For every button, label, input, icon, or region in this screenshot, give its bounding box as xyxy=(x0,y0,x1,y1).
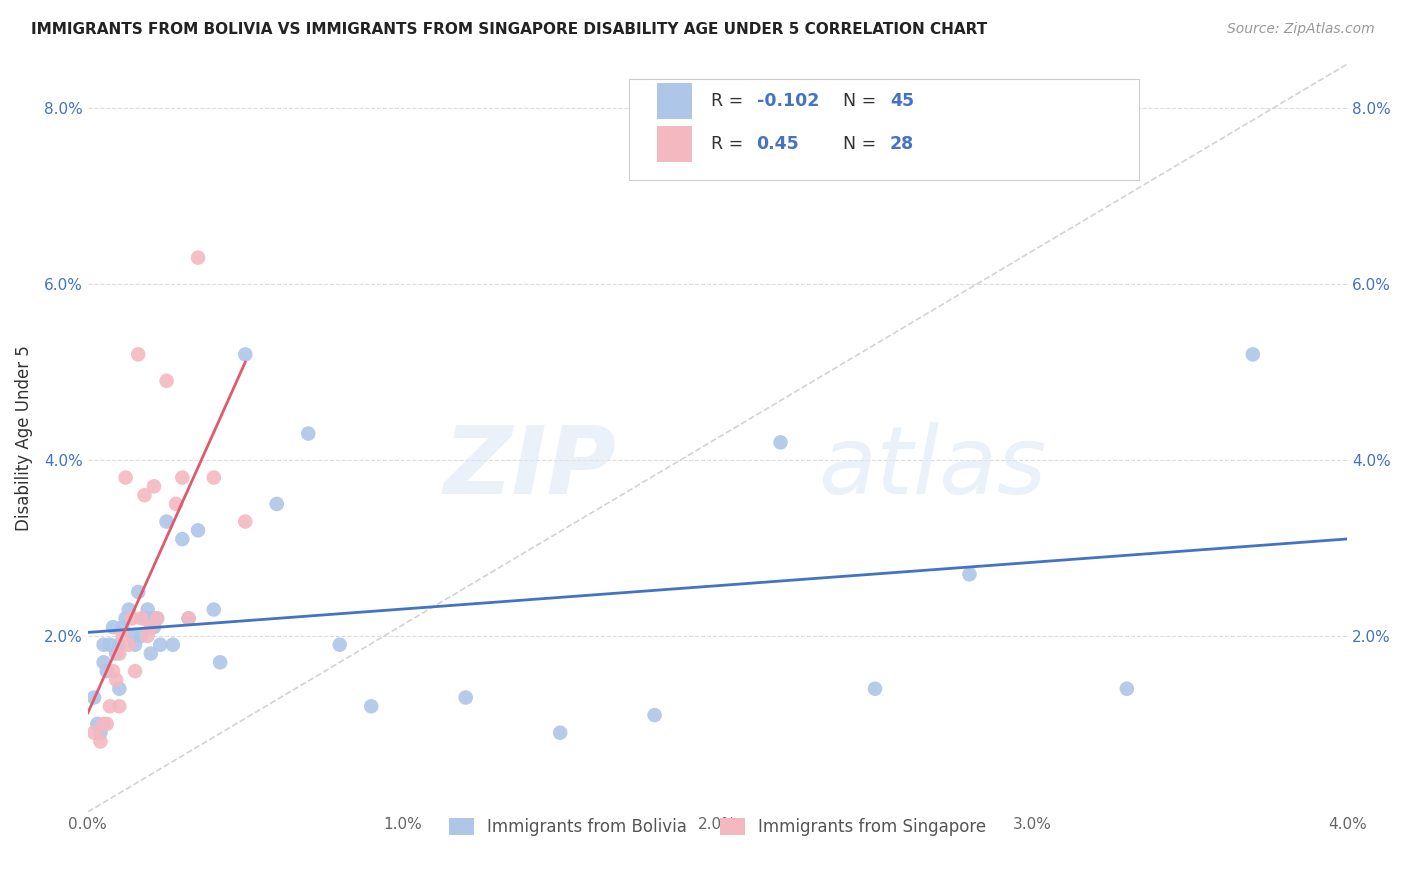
Point xyxy=(149,638,172,652)
Point xyxy=(111,620,134,634)
Point xyxy=(139,620,162,634)
Point xyxy=(172,532,194,546)
Text: IMMIGRANTS FROM BOLIVIA VS IMMIGRANTS FROM SINGAPORE DISABILITY AGE UNDER 5 CORR: IMMIGRANTS FROM BOLIVIA VS IMMIGRANTS FR… xyxy=(31,22,987,37)
Point xyxy=(172,470,194,484)
Text: R =: R = xyxy=(711,135,749,153)
Point xyxy=(124,664,146,678)
Point xyxy=(98,638,121,652)
Point xyxy=(165,497,187,511)
Point xyxy=(202,470,225,484)
Point xyxy=(143,479,166,493)
Point xyxy=(146,611,169,625)
Point xyxy=(863,681,886,696)
Point xyxy=(136,602,159,616)
Text: N =: N = xyxy=(844,135,882,153)
Point xyxy=(121,611,143,625)
Point xyxy=(114,611,136,625)
Point xyxy=(177,611,200,625)
Point xyxy=(96,717,118,731)
Point xyxy=(139,647,162,661)
Text: 45: 45 xyxy=(890,92,914,110)
Point xyxy=(127,585,149,599)
Point xyxy=(96,664,118,678)
Legend: Immigrants from Bolivia, Immigrants from Singapore: Immigrants from Bolivia, Immigrants from… xyxy=(440,810,995,845)
Point xyxy=(139,611,162,625)
Point xyxy=(454,690,477,705)
Point xyxy=(89,734,111,748)
Point xyxy=(177,611,200,625)
Point xyxy=(108,638,131,652)
Point xyxy=(124,638,146,652)
Bar xyxy=(657,83,692,119)
Point xyxy=(131,629,153,643)
Point xyxy=(108,647,131,661)
Point xyxy=(155,515,177,529)
Point xyxy=(233,347,256,361)
Point xyxy=(98,699,121,714)
Text: -0.102: -0.102 xyxy=(756,92,818,110)
Point xyxy=(101,620,124,634)
Point xyxy=(329,638,352,652)
Point xyxy=(134,488,156,502)
Text: ZIP: ZIP xyxy=(444,422,617,514)
Point xyxy=(118,638,141,652)
Point xyxy=(266,497,288,511)
Point xyxy=(83,725,105,739)
FancyBboxPatch shape xyxy=(630,79,1139,180)
Point xyxy=(93,638,115,652)
Text: Source: ZipAtlas.com: Source: ZipAtlas.com xyxy=(1227,22,1375,37)
Point xyxy=(127,347,149,361)
Text: 28: 28 xyxy=(890,135,914,153)
Point xyxy=(86,717,108,731)
Point xyxy=(769,435,792,450)
Point xyxy=(101,664,124,678)
Point xyxy=(105,647,128,661)
Point xyxy=(93,656,115,670)
Point xyxy=(108,681,131,696)
Text: atlas: atlas xyxy=(818,423,1046,514)
Point xyxy=(1115,681,1137,696)
Point xyxy=(202,602,225,616)
Point xyxy=(1241,347,1264,361)
Point xyxy=(187,524,209,538)
Point xyxy=(134,611,156,625)
Point xyxy=(162,638,184,652)
Point xyxy=(644,708,666,723)
Text: R =: R = xyxy=(711,92,749,110)
Text: N =: N = xyxy=(844,92,882,110)
Point xyxy=(146,611,169,625)
Text: 0.45: 0.45 xyxy=(756,135,800,153)
Point xyxy=(959,567,981,582)
Point xyxy=(548,725,571,739)
Point xyxy=(108,699,131,714)
Point xyxy=(105,673,128,687)
Point xyxy=(131,611,153,625)
Point xyxy=(111,629,134,643)
Point xyxy=(209,656,232,670)
Point xyxy=(114,470,136,484)
Point xyxy=(136,629,159,643)
Point xyxy=(187,251,209,265)
Point xyxy=(83,690,105,705)
Y-axis label: Disability Age Under 5: Disability Age Under 5 xyxy=(15,345,32,531)
Point xyxy=(121,629,143,643)
Point xyxy=(155,374,177,388)
Point xyxy=(93,717,115,731)
Point xyxy=(297,426,319,441)
Point xyxy=(89,725,111,739)
Point xyxy=(233,515,256,529)
Point xyxy=(118,602,141,616)
Point xyxy=(360,699,382,714)
Bar xyxy=(657,126,692,161)
Point xyxy=(143,620,166,634)
